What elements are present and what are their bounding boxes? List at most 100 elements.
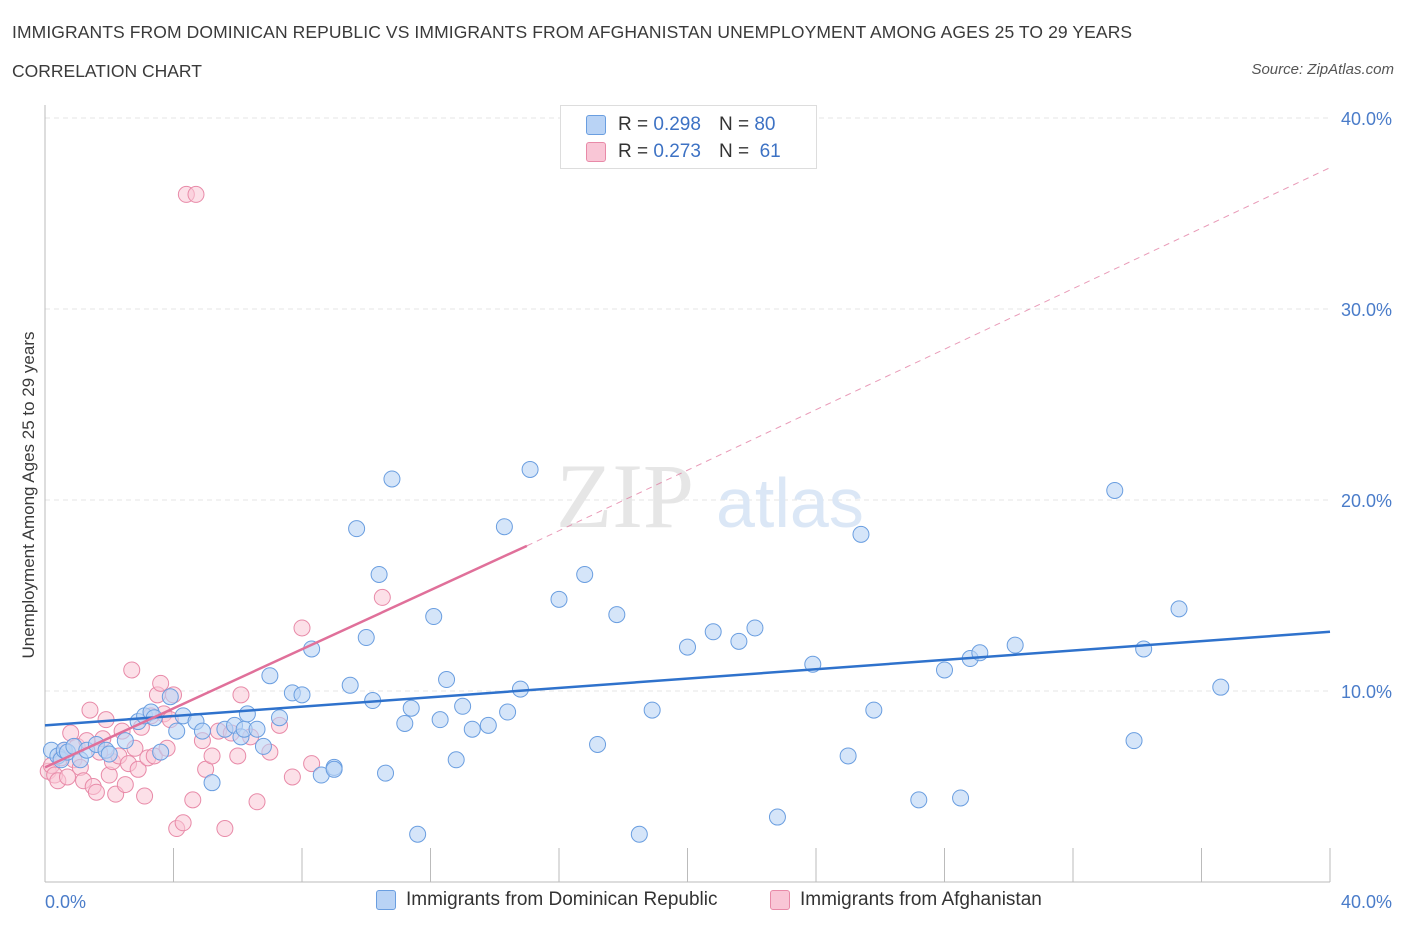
bottom-legend-afghanistan: Immigrants from Afghanistan (770, 889, 1042, 911)
legend-r-value: 0.273 (653, 141, 701, 162)
grid (45, 117, 1330, 692)
dominican-point (952, 789, 970, 807)
legend-r-label: R = (618, 141, 649, 162)
legend-row-afghanistan: R = 0.273 N = 61 (586, 140, 781, 164)
afghanistan-point (152, 674, 170, 692)
dominican-point (865, 701, 883, 719)
dominican-point (370, 565, 388, 583)
afghanistan-point (293, 619, 311, 637)
dominican-point (1006, 636, 1024, 654)
legend-swatch-blue (586, 115, 606, 135)
afghanistan-point (136, 787, 154, 805)
watermark-zip: ZIP (556, 445, 694, 547)
afghanistan-point (303, 755, 321, 773)
legend-row-dominican: R = 0.298 N = 80 (586, 113, 775, 137)
legend-n-label: N = (718, 141, 750, 162)
dominican-point (293, 686, 311, 704)
dominican-point (910, 791, 928, 809)
dominican-point (248, 720, 266, 738)
bottom-swatch-pink (770, 890, 790, 910)
dominican-point (402, 699, 420, 717)
dominican-point (168, 722, 186, 740)
dominican-point (203, 774, 221, 792)
dominican-point (511, 680, 529, 698)
dominican-point (768, 808, 786, 826)
afghanistan-point (116, 776, 134, 794)
dominican-point (730, 632, 748, 650)
dominican-point (746, 619, 764, 637)
dominican-point (341, 676, 359, 694)
legend-r-label: R = (618, 114, 649, 135)
dominican-point (116, 732, 134, 750)
afghanistan-point (248, 793, 266, 811)
dominican-point (348, 520, 366, 538)
dominican-point (409, 825, 427, 843)
dominican-point (630, 825, 648, 843)
chart-title: IMMIGRANTS FROM DOMINICAN REPUBLIC VS IM… (12, 22, 1133, 42)
afghanistan-point (373, 588, 391, 606)
legend-n-label: N = (718, 114, 750, 135)
dominican-point (704, 623, 722, 641)
afghanistan-point (229, 747, 247, 765)
x-tick-label: 0.0% (45, 892, 86, 912)
dominican-point (271, 709, 289, 727)
afghanistan-point (187, 185, 205, 203)
dominican-point (1135, 640, 1153, 658)
dominican-point (463, 720, 481, 738)
dominican-point (431, 711, 449, 729)
dominican-point (1106, 481, 1124, 499)
dominican-point (325, 760, 343, 778)
dominican-point (495, 518, 513, 536)
afghanistan-trend-line (44, 544, 528, 769)
afghanistan-point (184, 791, 202, 809)
dominican-point (193, 722, 211, 740)
dominican-point (383, 470, 401, 488)
dominican-trend-line (44, 630, 1331, 727)
dominican-point (425, 608, 443, 626)
bottom-swatch-blue (376, 890, 396, 910)
legend-n-value: 61 (759, 141, 781, 162)
dominican-point (1212, 678, 1230, 696)
dominican-point (589, 735, 607, 753)
bottom-legend-label: Immigrants from Afghanistan (800, 889, 1042, 910)
y-tick-label: 40.0% (1341, 109, 1392, 129)
dominican-point (100, 745, 118, 763)
dominican-point (550, 590, 568, 608)
bottom-legend-dominican: Immigrants from Dominican Republic (376, 889, 718, 911)
dominican-point (852, 525, 870, 543)
y-tick-label: 30.0% (1341, 300, 1392, 320)
dominican-point (479, 716, 497, 734)
dominican-point (643, 701, 661, 719)
trend-lines (44, 167, 1331, 769)
dominican-point (679, 638, 696, 656)
afghanistan-point (123, 661, 141, 679)
dominican-point (576, 565, 594, 583)
y-tick-label: 20.0% (1341, 491, 1392, 511)
dominican-point (454, 697, 472, 715)
afghanistan-trend-extension (526, 167, 1331, 547)
dominican-point (521, 460, 539, 478)
dominican-point (839, 747, 857, 765)
dominican-point (608, 606, 626, 624)
dominican-point (261, 667, 279, 685)
afghanistan-point (174, 814, 192, 832)
watermark: ZIP atlas (556, 445, 864, 547)
legend-swatch-pink (586, 142, 606, 162)
legend-n-value: 80 (754, 114, 776, 135)
afghanistan-point (216, 820, 234, 838)
afghanistan-point (203, 747, 221, 765)
dominican-point (499, 703, 517, 721)
tick-labels: 10.0% 20.0% 30.0% 40.0% 0.0% 40.0% (45, 109, 1392, 912)
correlation-legend: R = 0.298 N = 80 R = 0.273 N = 61 (560, 105, 817, 169)
legend-r-value: 0.298 (653, 114, 701, 135)
dominican-point (936, 661, 953, 679)
dominican-point (161, 688, 179, 706)
dominican-point (254, 737, 272, 755)
afghanistan-point (283, 768, 301, 786)
dominican-point (396, 714, 414, 732)
afghanistan-point (81, 701, 99, 719)
dominican-point (447, 751, 465, 769)
dominican-point (152, 743, 170, 761)
dominican-point (1125, 732, 1143, 750)
